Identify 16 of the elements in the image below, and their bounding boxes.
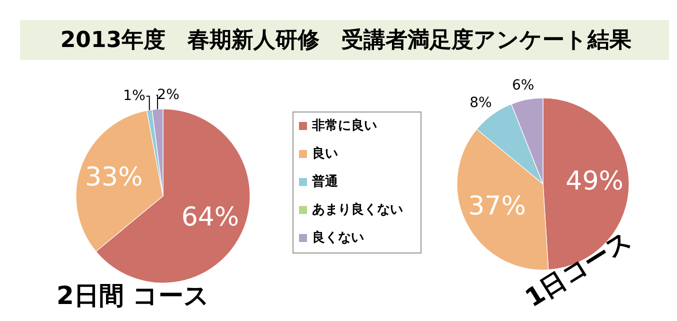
legend-label: あまり良くない: [312, 202, 403, 218]
chart-title: 2013年度 春期新人研修 受講者満足度アンケート結果: [60, 27, 633, 54]
data-label: 2%: [157, 87, 180, 104]
data-label: 49%: [566, 166, 624, 196]
data-label: 8%: [470, 94, 492, 111]
legend-label: 普通: [311, 174, 339, 190]
data-label: 64%: [181, 202, 240, 232]
legend-label: 良くない: [312, 230, 364, 246]
text: 2日間 コース: [56, 281, 210, 310]
data-label: 6%: [512, 78, 534, 94]
data-label: 37%: [468, 192, 526, 222]
text: 1日コース: [520, 224, 637, 313]
data-label: 1%: [123, 88, 146, 104]
data-label: 33%: [84, 162, 143, 192]
legend-label: 良い: [312, 146, 338, 162]
legend-label: 非常に良い: [311, 118, 377, 134]
